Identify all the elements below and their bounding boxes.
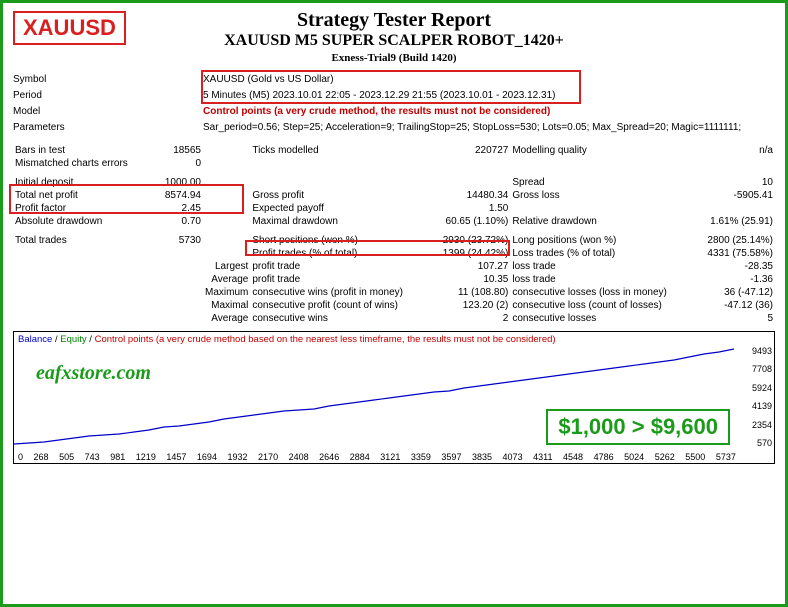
pt-label: Profit trades (% of total) — [250, 247, 410, 260]
gl-value: -5905.41 — [670, 189, 775, 202]
mce-label: Mismatched charts errors — [13, 157, 143, 170]
params-label: Parameters — [13, 120, 203, 136]
cl-value: 36 (-47.12) — [670, 286, 775, 299]
pf-label: Profit factor — [13, 202, 143, 215]
gp-label: Gross profit — [250, 189, 410, 202]
average2-label: Average — [203, 312, 250, 325]
apt-label: profit trade — [250, 273, 410, 286]
apt-value: 10.35 — [410, 273, 510, 286]
tnp-label: Total net profit — [13, 189, 143, 202]
sp-value: 2930 (23.72%) — [410, 234, 510, 247]
y-axis-ticks: 94937708592441392354570 — [740, 346, 772, 448]
tnp-value: 8574.94 — [143, 189, 203, 202]
mce-value: 0 — [143, 157, 203, 170]
ticks-label: Ticks modelled — [250, 144, 410, 157]
gl-label: Gross loss — [510, 189, 670, 202]
pt-value: 1399 (24.42%) — [410, 247, 510, 260]
mq-label: Modelling quality — [510, 144, 670, 157]
acl-value: 5 — [670, 312, 775, 325]
ticks-value: 220727 — [410, 144, 510, 157]
info-block: Symbol XAUUSD (Gold vs US Dollar) Period… — [13, 72, 775, 136]
maximum-label: Maximum — [203, 286, 250, 299]
spread-value: 10 — [670, 176, 775, 189]
mq-value: n/a — [670, 144, 775, 157]
ad-value: 0.70 — [143, 215, 203, 228]
initdep-value: 1000.00 — [143, 176, 203, 189]
equity-chart: Balance / Equity / Control points (a ver… — [13, 331, 775, 464]
md-label: Maximal drawdown — [250, 215, 410, 228]
ep-value: 1.50 — [410, 202, 510, 215]
sp-label: Short positions (won %) — [250, 234, 410, 247]
symbol-badge: XAUUSD — [13, 11, 126, 45]
tt-label: Total trades — [13, 234, 143, 247]
stats-table: Bars in test 18565 Ticks modelled 220727… — [13, 144, 775, 325]
period-value: 5 Minutes (M5) 2023.10.01 22:05 - 2023.1… — [203, 88, 775, 104]
pf-value: 2.45 — [143, 202, 203, 215]
model-value: Control points (a very crude method, the… — [203, 104, 775, 120]
acw-label: consecutive wins — [250, 312, 410, 325]
watermark-text: eafxstore.com — [36, 362, 151, 385]
lt-value: 4331 (75.58%) — [670, 247, 775, 260]
lp-value: 2800 (25.14%) — [670, 234, 775, 247]
cp-label: consecutive profit (count of wins) — [250, 299, 410, 312]
rd-label: Relative drawdown — [510, 215, 670, 228]
cl-label: consecutive losses (loss in money) — [510, 286, 670, 299]
params-value: Sar_period=0.56; Step=25; Acceleration=9… — [203, 120, 775, 136]
period-label: Period — [13, 88, 203, 104]
clc-label: consecutive loss (count of losses) — [510, 299, 670, 312]
cp-value: 123.20 (2) — [410, 299, 510, 312]
llt-label: loss trade — [510, 260, 670, 273]
alt-value: -1.36 — [670, 273, 775, 286]
cw-value: 11 (108.80) — [410, 286, 510, 299]
lpt-value: 107.27 — [410, 260, 510, 273]
lpt-label: profit trade — [250, 260, 410, 273]
gain-box: $1,000 > $9,600 — [546, 409, 730, 445]
x-axis-ticks: 0268505743981121914571694193221702408264… — [14, 452, 740, 462]
gp-value: 14480.34 — [410, 189, 510, 202]
alt-label: loss trade — [510, 273, 670, 286]
report-title: Strategy Tester Report — [13, 9, 775, 32]
build-label: Exness-Trial9 (Build 1420) — [13, 52, 775, 64]
tt-value: 5730 — [143, 234, 203, 247]
lp-label: Long positions (won %) — [510, 234, 670, 247]
bars-label: Bars in test — [13, 144, 143, 157]
maximal-label: Maximal — [203, 299, 250, 312]
bars-value: 18565 — [143, 144, 203, 157]
llt-value: -28.35 — [670, 260, 775, 273]
symbol-label: Symbol — [13, 72, 203, 88]
clc-value: -47.12 (36) — [670, 299, 775, 312]
md-value: 60.65 (1.10%) — [410, 215, 510, 228]
lt-label: Loss trades (% of total) — [510, 247, 670, 260]
rd-value: 1.61% (25.91) — [670, 215, 775, 228]
acl-label: consecutive losses — [510, 312, 670, 325]
cw-label: consecutive wins (profit in money) — [250, 286, 410, 299]
spread-label: Spread — [510, 176, 670, 189]
largest-label: Largest — [203, 260, 250, 273]
acw-value: 2 — [410, 312, 510, 325]
initdep-label: Initial deposit — [13, 176, 143, 189]
average-label: Average — [203, 273, 250, 286]
symbol-value: XAUUSD (Gold vs US Dollar) — [203, 72, 775, 88]
report-subtitle: XAUUSD M5 SUPER SCALPER ROBOT_1420+ — [13, 32, 775, 50]
model-label: Model — [13, 104, 203, 120]
ep-label: Expected payoff — [250, 202, 410, 215]
ad-label: Absolute drawdown — [13, 215, 143, 228]
